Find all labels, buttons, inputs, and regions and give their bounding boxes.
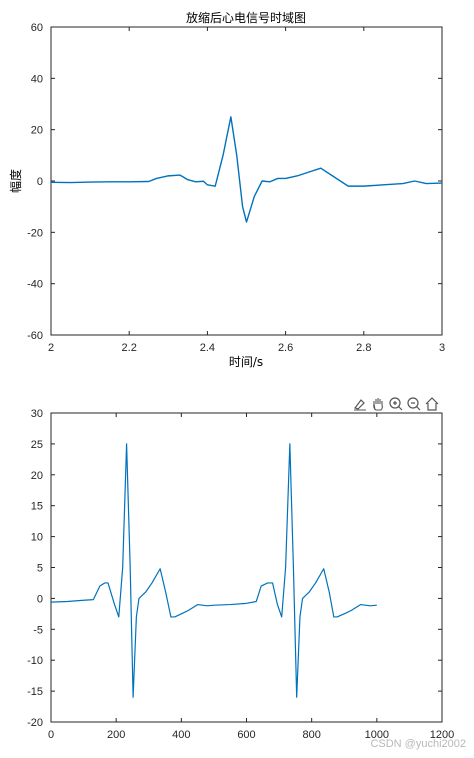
top-chart-y-tick-label: 60 — [31, 22, 43, 34]
bottom-chart-y-tick-label: 10 — [31, 532, 43, 544]
top-chart-x-tick-label: 2.4 — [200, 342, 215, 354]
bottom-chart-x-tick-label: 200 — [107, 729, 125, 741]
bottom-chart-y-tick-label: 30 — [31, 408, 43, 420]
top-chart-x-tick-label: 2.8 — [356, 342, 371, 354]
home-icon[interactable] — [424, 396, 440, 412]
bottom-chart-y-tick-label: 5 — [37, 563, 43, 575]
zoom-in-icon[interactable] — [388, 396, 404, 412]
watermark: CSDN @yuchi2002 — [370, 738, 466, 750]
top-chart-x-tick-label: 2.6 — [278, 342, 293, 354]
top-chart-y-tick-label: 40 — [31, 73, 43, 85]
top-chart-y-tick-label: 0 — [37, 176, 43, 188]
top-chart-y-tick-label: -20 — [27, 227, 43, 239]
bottom-chart-y-tick-label: 15 — [31, 501, 43, 513]
zoom-out-icon[interactable] — [406, 396, 422, 412]
bottom-chart-x-tick-label: 0 — [48, 729, 54, 741]
bottom-chart-x-tick-label: 600 — [237, 729, 255, 741]
top-chart-y-tick-label: -60 — [27, 330, 43, 342]
axes-toolbar — [352, 396, 440, 412]
top-chart-x-label: 时间/s — [229, 355, 263, 369]
bottom-chart-y-tick-label: -15 — [27, 686, 43, 698]
pan-icon[interactable] — [370, 396, 386, 412]
top-chart: 2 2.2 2.4 2.6 2.8 3 -60 -40 -20 0 20 40 60 放缩后心电信号时… — [8, 10, 445, 369]
bottom-chart-series-line — [50, 443, 377, 698]
top-chart-series-line — [50, 116, 443, 223]
bottom-chart-axes-box — [50, 412, 443, 723]
bottom-chart-x-tick-label: 1200 — [430, 729, 454, 741]
bottom-chart-y-tick-label: -20 — [27, 717, 43, 729]
top-chart-title: 放缩后心电信号时域图 — [186, 10, 306, 25]
bottom-chart: 0 200 400 600 800 1000 1200 -20 -15 -10 -5 0 5 10 15 2… — [27, 408, 454, 741]
top-chart-axes-box — [50, 26, 443, 336]
bottom-chart-y-tick-label: 25 — [31, 439, 43, 451]
bottom-chart-y-tick-label: -10 — [27, 655, 43, 667]
bottom-chart-x-tick-label: 800 — [302, 729, 320, 741]
brush-icon[interactable] — [352, 396, 368, 412]
top-chart-y-tick-label: 20 — [31, 125, 43, 137]
top-chart-x-tick-label: 2.2 — [122, 342, 137, 354]
bottom-chart-x-tick-label: 1000 — [365, 729, 389, 741]
bottom-chart-y-tick-label: -5 — [33, 624, 43, 636]
top-chart-y-tick-label: -40 — [27, 279, 43, 291]
top-chart-y-label: 幅度 — [8, 169, 23, 193]
top-chart-x-tick-label: 2 — [48, 342, 54, 354]
top-chart-x-tick-label: 3 — [439, 342, 445, 354]
bottom-chart-y-tick-label: 20 — [31, 470, 43, 482]
bottom-chart-x-tick-label: 400 — [172, 729, 190, 741]
bottom-chart-y-tick-label: 0 — [37, 593, 43, 605]
